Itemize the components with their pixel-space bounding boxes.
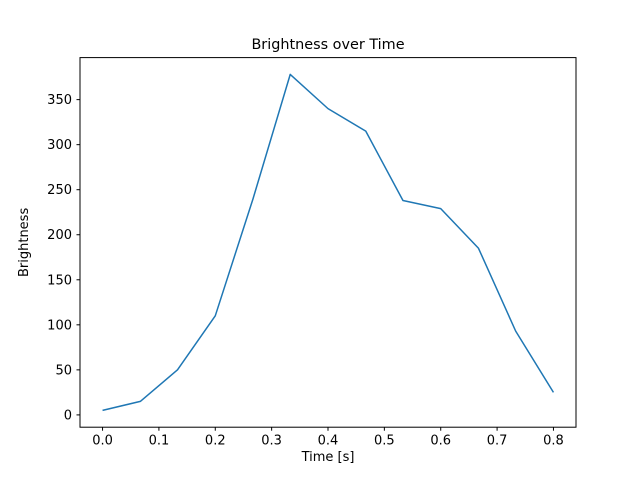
tick-label: 200 bbox=[47, 228, 72, 243]
tick-label: 350 bbox=[47, 93, 72, 108]
ticks-layer: 0.0 0.1 0.2 0.3 0.4 0.5 0.6 0.7 0.8 0 50 100 150 200 2… bbox=[47, 93, 564, 449]
tick-label: 0.8 bbox=[543, 434, 564, 449]
tick-label: 0 bbox=[64, 408, 72, 423]
tick-label: 0.3 bbox=[261, 434, 282, 449]
tick-label: 100 bbox=[47, 318, 72, 333]
tick-label: 0.2 bbox=[205, 434, 226, 449]
data-series-line bbox=[102, 73, 555, 412]
tick-label: 0.5 bbox=[374, 434, 395, 449]
tick-label: 0.6 bbox=[430, 434, 451, 449]
tick-label: 0.1 bbox=[149, 434, 170, 449]
tick-label: 0.7 bbox=[487, 434, 508, 449]
axes-frame bbox=[79, 57, 577, 428]
chart-title: Brightness over Time bbox=[251, 37, 404, 53]
tick-label: 300 bbox=[47, 138, 72, 153]
tick-label: 0.4 bbox=[318, 434, 339, 449]
x-axis-label: Time [s] bbox=[301, 450, 355, 465]
tick-label: 150 bbox=[47, 273, 72, 288]
tick-label: 0.0 bbox=[92, 434, 113, 449]
tick-label: 250 bbox=[47, 183, 72, 198]
y-axis-label: Brightness bbox=[17, 208, 32, 277]
tick-label: 50 bbox=[55, 363, 72, 378]
